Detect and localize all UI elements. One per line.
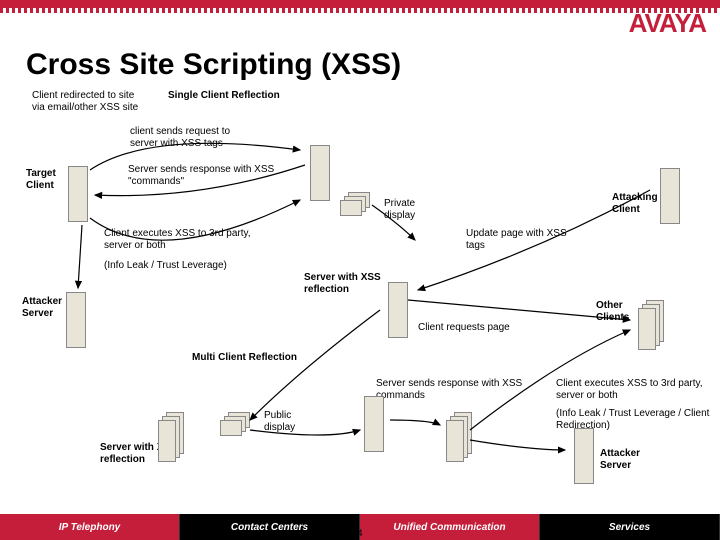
box-attacker_srv2 <box>574 428 594 484</box>
stack-clients_bot3 <box>446 412 472 462</box>
header-bar <box>0 0 720 10</box>
box-server_bot <box>364 396 384 452</box>
page-title: Cross Site Scripting (XSS) <box>26 48 401 82</box>
brand-logo: AVAYA <box>629 8 706 39</box>
arrow-10 <box>470 440 565 450</box>
label-public-display: Public display <box>264 410 314 433</box>
box-attacking_client <box>660 168 680 224</box>
stack-other_clients <box>638 300 664 350</box>
label-client-exec1: Client executes XSS to 3rd party, server… <box>104 228 254 251</box>
stack-clients_bot2 <box>220 412 250 436</box>
label-other-clients: Other Clients <box>596 300 644 323</box>
label-private-display: Private display <box>384 198 434 221</box>
label-client-redirect: Client redirected to site via email/othe… <box>32 90 142 113</box>
arrow-7 <box>250 310 380 420</box>
label-multi-client: Multi Client Reflection <box>192 352 297 364</box>
stack-clients_bot1 <box>158 412 184 462</box>
box-target_client <box>68 166 88 222</box>
label-single-client: Single Client Reflection <box>168 90 280 102</box>
footer-cell-2: Unified Communication <box>360 514 540 540</box>
label-attacker-server2: Attacker Server <box>600 448 660 471</box>
label-update-page: Update page with XSS tags <box>466 228 576 251</box>
label-server-sends1: Server sends response with XSS "commands… <box>128 164 288 187</box>
page-number: 4 <box>357 528 362 538</box>
arrow-9 <box>390 420 440 425</box>
box-server_xss_mid <box>388 282 408 338</box>
footer-cell-1: Contact Centers <box>180 514 360 540</box>
label-server-sends2: Server sends response with XSS commands <box>376 378 526 401</box>
label-target-client: Target Client <box>26 168 66 191</box>
arrow-3 <box>78 225 82 288</box>
label-client-sends: client sends request to server with XSS … <box>130 126 260 149</box>
label-info-leak1: (Info Leak / Trust Leverage) <box>104 260 274 272</box>
label-server-xss1: Server with XSS reflection <box>304 272 384 295</box>
stack-priv_display <box>340 192 370 216</box>
box-server_top <box>310 145 330 201</box>
label-attacker-server1: Attacker Server <box>22 296 72 319</box>
box-attacker_server <box>66 292 86 348</box>
footer-cell-0: IP Telephony <box>0 514 180 540</box>
label-client-req: Client requests page <box>418 322 538 334</box>
footer-cell-3: Services <box>540 514 720 540</box>
label-client-exec2: Client executes XSS to 3rd party, server… <box>556 378 706 401</box>
